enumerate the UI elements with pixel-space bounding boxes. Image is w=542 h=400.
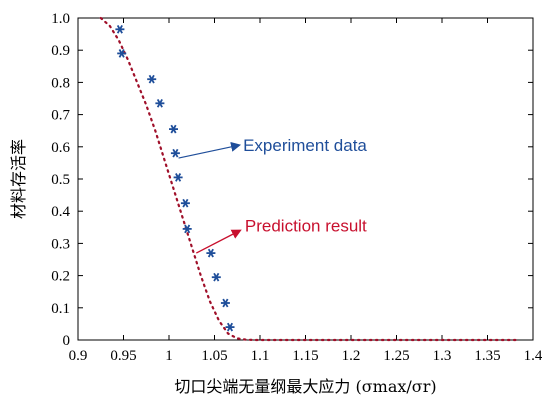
- y-tick-label: 0.7: [51, 108, 70, 124]
- experiment-point: [147, 74, 157, 84]
- asterisk-stroke: [207, 248, 214, 258]
- ticks-layer: 0.9 0.95 1 1.05 1.1 1.15 1.2 1.25 1.3 1.35 1.4 0 0.1…: [51, 11, 542, 364]
- experiment-point: [115, 24, 125, 34]
- experiment-point: [180, 198, 190, 208]
- prediction-arrow: [195, 229, 242, 254]
- y-tick-label: 0.6: [51, 140, 70, 156]
- asterisk-stroke: [172, 148, 179, 158]
- experiment-point: [155, 98, 165, 108]
- experiment-point: [169, 124, 178, 134]
- asterisk-stroke: [118, 49, 125, 58]
- x-tick-label: 1.3: [433, 348, 452, 364]
- y-tick-label: 0.1: [51, 301, 70, 317]
- x-tick-label: 1.2: [342, 348, 361, 364]
- experiment-point: [182, 224, 192, 234]
- x-tick-label: 0.9: [69, 348, 88, 364]
- asterisk-stroke: [175, 173, 182, 182]
- experiment-arrow: [178, 141, 242, 159]
- asterisk-stroke: [170, 124, 177, 134]
- y-tick-label: 0.5: [51, 172, 70, 188]
- asterisk-stroke: [222, 298, 229, 308]
- y-tick-label: 0.2: [51, 269, 70, 285]
- y-tick-label: 0.8: [51, 75, 70, 91]
- experiment-point: [220, 298, 230, 308]
- asterisk-stroke: [184, 224, 191, 234]
- y-tick-label: 0: [63, 333, 71, 349]
- x-tick-label: 1.35: [474, 348, 500, 364]
- x-tick-label: 0.95: [110, 348, 136, 364]
- experiment-label: Experiment data: [243, 136, 367, 155]
- asterisk-stroke: [213, 272, 220, 282]
- y-tick-label: 1.0: [51, 11, 70, 27]
- y-tick-label: 0.3: [51, 236, 70, 252]
- experiment-point: [211, 272, 221, 282]
- prediction-label: Prediction result: [245, 217, 367, 236]
- x-tick-label: 1.4: [524, 348, 542, 364]
- prediction-curve: [99, 16, 521, 342]
- asterisk-stroke: [148, 74, 155, 84]
- x-tick-label: 1: [165, 348, 173, 364]
- experiment-point: [170, 148, 180, 158]
- series-layer: [99, 16, 521, 342]
- y-tick-label: 0.9: [51, 43, 70, 59]
- experiment-point: [206, 248, 216, 258]
- x-tick-label: 1.15: [292, 348, 318, 364]
- x-axis-title: 切口尖端无量纲最大应力 (σmax/σr): [174, 377, 436, 396]
- asterisk-stroke: [182, 198, 189, 208]
- experiment-point: [117, 49, 127, 58]
- experiment-point: [173, 173, 183, 182]
- x-tick-label: 1.25: [383, 348, 409, 364]
- y-tick-label: 0.4: [51, 204, 70, 220]
- plot-frame: [77, 17, 534, 341]
- x-tick-label: 1.1: [251, 348, 270, 364]
- experiment-point: [225, 322, 235, 332]
- asterisk-stroke: [116, 24, 123, 34]
- plot-area: [77, 17, 534, 341]
- y-axis-title: 材料存活率: [9, 139, 28, 219]
- asterisk-stroke: [226, 322, 234, 332]
- asterisk-stroke: [156, 98, 163, 108]
- x-tick-label: 1.05: [201, 348, 227, 364]
- annotations: Experiment data Prediction result: [178, 136, 367, 254]
